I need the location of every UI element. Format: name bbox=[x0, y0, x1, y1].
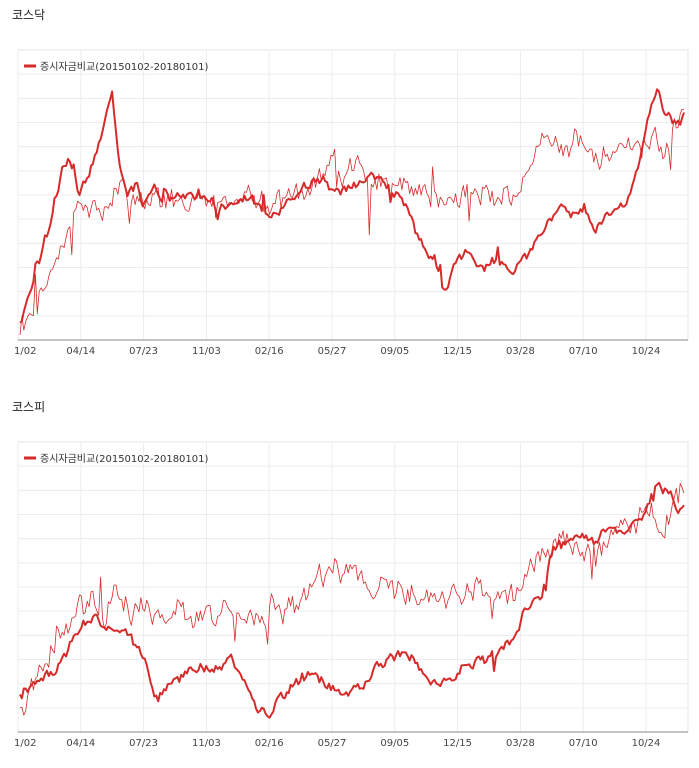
x-tick-label: 02/16 bbox=[255, 738, 284, 749]
chart-title-kosdaq: 코스닥 bbox=[12, 8, 46, 22]
x-tick-label: 09/05 bbox=[380, 738, 409, 749]
x-tick-label: 12/15 bbox=[443, 346, 472, 357]
x-tick-label: 03/28 bbox=[506, 346, 535, 357]
legend-label: 증시자금비교(20150102-20180101) bbox=[40, 453, 209, 465]
x-tick-label: 02/16 bbox=[255, 346, 284, 357]
x-tick-label: 05/27 bbox=[318, 346, 347, 357]
x-tick-label: 1/02 bbox=[14, 346, 36, 357]
x-tick-label: 07/10 bbox=[569, 346, 598, 357]
x-tick-label: 11/03 bbox=[192, 346, 221, 357]
x-tick-label: 10/24 bbox=[632, 738, 661, 749]
x-tick-label: 07/23 bbox=[129, 738, 158, 749]
kospi-chart: 1/02 04/14 07/23 11/03 02/16 05/27 09/05 12/15 0… bbox=[14, 441, 689, 749]
x-tick-label: 03/28 bbox=[506, 738, 535, 749]
x-tick-label: 1/02 bbox=[14, 738, 36, 749]
series-line-thick bbox=[19, 88, 685, 324]
x-tick-label: 11/03 bbox=[192, 738, 221, 749]
x-tick-label: 09/05 bbox=[380, 346, 409, 357]
x-tick-label: 04/14 bbox=[66, 738, 95, 749]
x-tick-label: 12/15 bbox=[443, 738, 472, 749]
x-tick-label: 10/24 bbox=[632, 346, 661, 357]
x-tick-label: 04/14 bbox=[66, 346, 95, 357]
series-line-thick bbox=[19, 481, 685, 719]
kosdaq-chart: 1/02 04/14 07/23 11/03 02/16 05/27 09/05 12/15 0… bbox=[14, 49, 689, 357]
x-tick-label: 07/23 bbox=[129, 346, 158, 357]
x-tick-label: 05/27 bbox=[318, 738, 347, 749]
chart-title-kospi: 코스피 bbox=[12, 400, 46, 414]
series-line-thin bbox=[19, 483, 685, 716]
series-line-thin bbox=[19, 108, 685, 336]
x-tick-label: 07/10 bbox=[569, 738, 598, 749]
legend-label: 증시자금비교(20150102-20180101) bbox=[40, 61, 209, 73]
